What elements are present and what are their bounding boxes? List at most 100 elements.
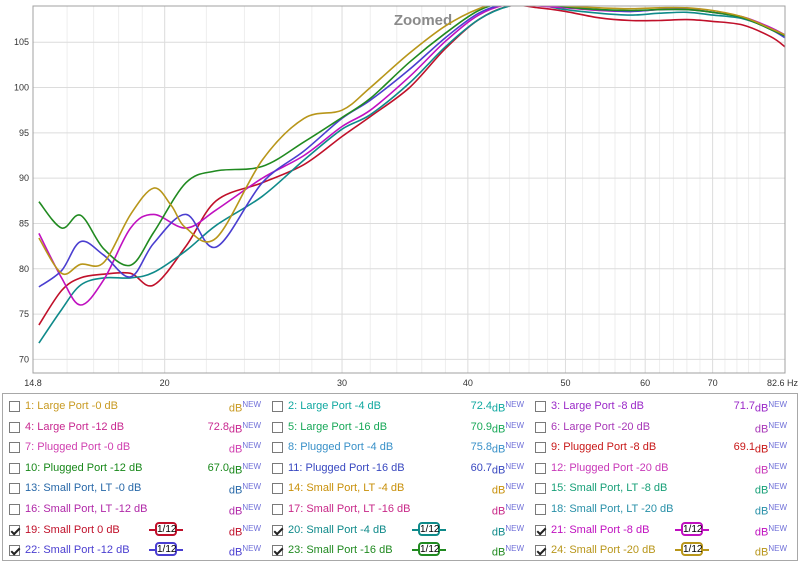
- legend-checkbox[interactable]: [535, 401, 546, 412]
- legend-checkbox[interactable]: [9, 421, 20, 433]
- smoothing-button[interactable]: 1/12: [149, 542, 183, 558]
- legend-item[interactable]: 19: Small Port 0 dB 1/12 dBNEW: [9, 521, 267, 541]
- legend-item[interactable]: 8: Plugged Port -4 dB 75.8 dBNEW: [272, 438, 530, 458]
- legend-item[interactable]: 20: Small Port -4 dB 1/12 dBNEW: [272, 521, 530, 541]
- legend-unit: dBNEW: [228, 503, 261, 518]
- legend-checkbox[interactable]: [535, 483, 546, 495]
- legend-checkbox[interactable]: [9, 483, 20, 495]
- x-tick-label: 30: [337, 378, 347, 388]
- legend-item[interactable]: 12: Plugged Port -20 dB dBNEW: [535, 459, 793, 479]
- legend-unit: dBNEW: [754, 544, 787, 559]
- legend-item[interactable]: 14: Small Port, LT -4 dB dBNEW: [272, 479, 530, 499]
- y-tick-label: 75: [19, 309, 29, 319]
- legend-label: 24: Small Port -20 dB: [551, 544, 656, 557]
- series-line-3: [38, 6, 785, 306]
- legend-value: 69.1: [733, 441, 755, 454]
- series-line-2: [38, 6, 785, 344]
- legend-label: 13: Small Port, LT -0 dB: [25, 482, 142, 495]
- legend-item[interactable]: 9: Plugged Port -8 dB 69.1 dBNEW: [535, 438, 793, 458]
- legend-item[interactable]: 24: Small Port -20 dB 1/12 dBNEW: [535, 541, 793, 561]
- legend-checkbox[interactable]: [272, 504, 283, 515]
- legend-item[interactable]: 2: Large Port -4 dB 72.4 dBNEW: [272, 397, 530, 417]
- legend-checkbox[interactable]: [272, 401, 283, 412]
- legend-value: 72.4: [470, 400, 492, 412]
- legend-item[interactable]: 10: Plugged Port -12 dB 67.0 dBNEW: [9, 459, 267, 479]
- legend-value: 70.9: [470, 420, 492, 433]
- legend-unit: dBNEW: [228, 420, 261, 436]
- legend-checkbox[interactable]: [272, 545, 283, 557]
- legend-value: 71.7: [733, 400, 755, 412]
- legend-item[interactable]: 11: Plugged Port -16 dB 60.7 dBNEW: [272, 459, 530, 479]
- legend-label: 14: Small Port, LT -4 dB: [288, 482, 405, 495]
- legend-checkbox[interactable]: [9, 401, 20, 412]
- legend-item[interactable]: 7: Plugged Port -0 dB dBNEW: [9, 438, 267, 458]
- legend-item[interactable]: 13: Small Port, LT -0 dB dBNEW: [9, 479, 267, 499]
- legend-unit: dBNEW: [228, 441, 261, 456]
- legend-checkbox[interactable]: [272, 524, 283, 536]
- legend-label: 12: Plugged Port -20 dB: [551, 461, 669, 474]
- legend-checkbox[interactable]: [9, 524, 20, 536]
- legend-item[interactable]: 21: Small Port -8 dB 1/12 dBNEW: [535, 521, 793, 541]
- legend-label: 20: Small Port -4 dB: [288, 523, 387, 536]
- y-tick-label: 90: [19, 173, 29, 183]
- frequency-response-chart: Zoomed 70 75 80 85 90 95 100 105 14.8 20 30 40 50 60 70…: [14, 5, 798, 388]
- legend-item[interactable]: 3: Large Port -8 dB 71.7 dBNEW: [535, 397, 793, 417]
- smoothing-button[interactable]: 1/12: [675, 521, 709, 538]
- y-tick-label: 105: [14, 37, 29, 47]
- legend-item[interactable]: 22: Small Port -12 dB 1/12 dBNEW: [9, 541, 267, 561]
- series-line-5: [38, 6, 785, 267]
- smoothing-button[interactable]: 1/12: [412, 542, 446, 558]
- legend-checkbox[interactable]: [535, 421, 546, 433]
- legend-unit: dBNEW: [491, 420, 524, 436]
- legend-item[interactable]: 4: Large Port -12 dB 72.8 dBNEW: [9, 418, 267, 438]
- legend-checkbox[interactable]: [535, 524, 546, 536]
- legend-checkbox[interactable]: [272, 421, 283, 433]
- legend-checkbox[interactable]: [535, 545, 546, 557]
- x-tick-label: 20: [160, 378, 170, 388]
- legend-item[interactable]: 18: Small Port, LT -20 dB dBNEW: [535, 500, 793, 520]
- legend-label: 17: Small Port, LT -16 dB: [288, 503, 411, 515]
- legend-item[interactable]: 23: Small Port -16 dB 1/12 dBNEW: [272, 541, 530, 561]
- plot-frame: [32, 5, 786, 374]
- legend-item[interactable]: 1: Large Port -0 dB dBNEW: [9, 397, 267, 417]
- legend-checkbox[interactable]: [9, 462, 20, 474]
- legend-unit: dBNEW: [491, 544, 524, 559]
- legend-checkbox[interactable]: [272, 462, 283, 474]
- legend-item[interactable]: 17: Small Port, LT -16 dB dBNEW: [272, 500, 530, 520]
- y-tick-label: 85: [19, 218, 29, 228]
- x-tick-label: 70: [708, 378, 718, 388]
- x-tick-label: 60: [640, 378, 650, 388]
- y-tick-label: 100: [14, 83, 29, 93]
- plot-background: [33, 6, 785, 373]
- legend-label: 9: Plugged Port -8 dB: [551, 441, 657, 454]
- legend-label: 10: Plugged Port -12 dB: [25, 461, 143, 474]
- smoothing-button[interactable]: 1/12: [675, 542, 709, 558]
- legend-item[interactable]: 16: Small Port, LT -12 dB dBNEW: [9, 500, 267, 520]
- legend-checkbox[interactable]: [272, 442, 283, 454]
- chart-area: Zoomed 70 75 80 85 90 95 100 105 14.8 20 30 40 50 60 70…: [13, 5, 799, 388]
- legend-checkbox[interactable]: [535, 504, 546, 515]
- legend-unit: dBNEW: [491, 441, 524, 456]
- legend-label: 4: Large Port -12 dB: [25, 420, 125, 433]
- legend-checkbox[interactable]: [272, 483, 283, 495]
- legend-checkbox[interactable]: [9, 504, 20, 515]
- smoothing-button[interactable]: 1/12: [412, 521, 446, 538]
- legend-item[interactable]: 5: Large Port -16 dB 70.9 dBNEW: [272, 418, 530, 438]
- legend-label: 15: Small Port, LT -8 dB: [551, 482, 668, 495]
- legend-label: 8: Plugged Port -4 dB: [288, 441, 394, 454]
- legend-checkbox[interactable]: [535, 462, 546, 474]
- legend-checkbox[interactable]: [535, 442, 546, 454]
- legend-unit: dBNEW: [754, 523, 787, 539]
- legend-unit: dBNEW: [754, 420, 787, 436]
- legend-label: 2: Large Port -4 dB: [288, 400, 381, 412]
- legend-unit: dBNEW: [491, 523, 524, 539]
- legend-unit: dBNEW: [754, 482, 787, 498]
- legend-checkbox[interactable]: [9, 545, 20, 557]
- x-tick-label: 50: [560, 378, 570, 388]
- legend-checkbox[interactable]: [9, 442, 20, 454]
- legend-item[interactable]: 6: Large Port -20 dB dBNEW: [535, 418, 793, 438]
- legend-unit: dBNEW: [228, 461, 261, 477]
- legend-item[interactable]: 15: Small Port, LT -8 dB dBNEW: [535, 479, 793, 499]
- smoothing-button[interactable]: 1/12: [149, 521, 183, 538]
- legend-label: 19: Small Port 0 dB: [25, 523, 120, 536]
